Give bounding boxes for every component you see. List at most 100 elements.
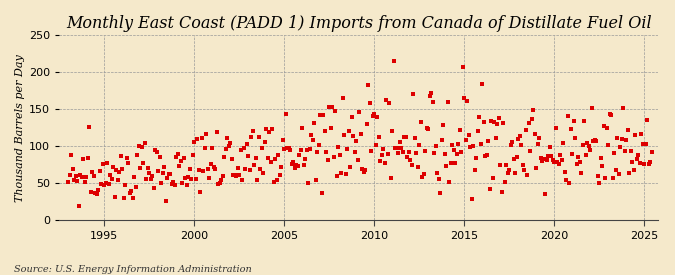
Point bbox=[144, 171, 155, 175]
Point bbox=[238, 146, 249, 151]
Point bbox=[129, 175, 140, 179]
Point bbox=[103, 182, 114, 186]
Point bbox=[354, 110, 364, 114]
Point bbox=[96, 182, 107, 186]
Point bbox=[528, 108, 539, 112]
Point bbox=[481, 153, 492, 157]
Point bbox=[384, 101, 395, 105]
Point bbox=[349, 150, 360, 154]
Point bbox=[616, 137, 627, 141]
Point bbox=[500, 180, 510, 184]
Point bbox=[345, 164, 356, 169]
Point bbox=[178, 156, 189, 161]
Point bbox=[86, 190, 97, 194]
Point bbox=[406, 163, 417, 167]
Point bbox=[550, 126, 561, 130]
Point bbox=[292, 164, 303, 169]
Point bbox=[572, 155, 583, 159]
Point bbox=[72, 179, 83, 183]
Point bbox=[562, 114, 573, 118]
Point bbox=[76, 175, 87, 180]
Point bbox=[645, 160, 655, 164]
Point bbox=[371, 143, 381, 147]
Point bbox=[480, 153, 491, 158]
Point bbox=[580, 153, 591, 157]
Point bbox=[340, 172, 351, 176]
Point bbox=[379, 161, 390, 166]
Point bbox=[618, 106, 628, 110]
Point bbox=[271, 178, 282, 182]
Point bbox=[622, 128, 633, 132]
Point bbox=[209, 164, 219, 169]
Point bbox=[442, 100, 453, 105]
Point bbox=[213, 182, 223, 186]
Point bbox=[325, 126, 336, 130]
Point bbox=[475, 142, 486, 146]
Point bbox=[516, 143, 526, 148]
Point bbox=[169, 183, 180, 188]
Point bbox=[279, 147, 290, 151]
Point bbox=[78, 156, 88, 161]
Point bbox=[93, 188, 104, 192]
Point bbox=[369, 112, 379, 116]
Point bbox=[532, 142, 543, 146]
Point bbox=[493, 116, 504, 120]
Point bbox=[470, 156, 481, 161]
Point bbox=[367, 114, 378, 118]
Point bbox=[134, 144, 144, 148]
Point bbox=[640, 142, 651, 146]
Point bbox=[230, 173, 240, 177]
Point bbox=[306, 132, 317, 137]
Point bbox=[466, 197, 477, 202]
Point bbox=[411, 150, 422, 155]
Point bbox=[628, 167, 639, 172]
Point bbox=[570, 136, 580, 141]
Point bbox=[366, 149, 377, 153]
Point bbox=[157, 171, 168, 175]
Point bbox=[372, 115, 383, 120]
Point bbox=[150, 148, 161, 153]
Point bbox=[273, 153, 284, 157]
Point bbox=[504, 168, 514, 172]
Point bbox=[646, 150, 657, 154]
Point bbox=[346, 114, 357, 119]
Point bbox=[402, 155, 412, 160]
Point bbox=[87, 170, 98, 175]
Point bbox=[331, 174, 342, 178]
Point bbox=[207, 146, 217, 151]
Point bbox=[240, 167, 250, 171]
Point bbox=[156, 181, 167, 185]
Point bbox=[232, 166, 243, 170]
Point bbox=[216, 178, 227, 183]
Point bbox=[529, 132, 540, 136]
Point bbox=[486, 119, 497, 123]
Point bbox=[282, 146, 293, 150]
Point bbox=[398, 150, 408, 155]
Point bbox=[412, 164, 423, 169]
Point bbox=[136, 145, 147, 150]
Point bbox=[231, 174, 242, 178]
Point bbox=[242, 142, 252, 146]
Point bbox=[625, 148, 636, 153]
Point bbox=[205, 162, 216, 166]
Point bbox=[535, 156, 546, 161]
Point bbox=[376, 152, 387, 157]
Point bbox=[107, 177, 117, 182]
Point bbox=[249, 163, 260, 167]
Point bbox=[364, 101, 375, 105]
Point bbox=[211, 130, 222, 134]
Point bbox=[319, 129, 330, 133]
Point bbox=[420, 149, 431, 153]
Point bbox=[108, 164, 119, 169]
Point bbox=[168, 180, 179, 184]
Point bbox=[544, 145, 555, 150]
Point bbox=[99, 183, 110, 188]
Point bbox=[300, 157, 310, 161]
Point bbox=[132, 153, 142, 158]
Point bbox=[415, 120, 426, 124]
Point bbox=[609, 151, 620, 156]
Point bbox=[255, 166, 266, 171]
Point bbox=[637, 142, 648, 147]
Point bbox=[176, 159, 186, 164]
Point bbox=[172, 151, 183, 156]
